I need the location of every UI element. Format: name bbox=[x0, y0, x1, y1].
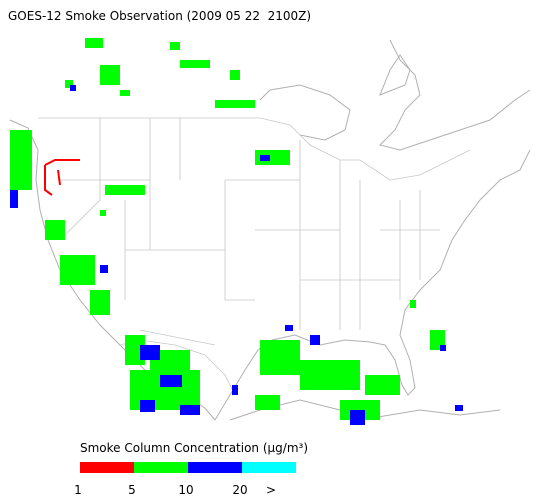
coastline bbox=[259, 84, 351, 141]
border bbox=[38, 117, 471, 181]
smoke-outline bbox=[44, 159, 80, 196]
coastline bbox=[379, 54, 411, 96]
color-bin bbox=[134, 462, 188, 473]
bin-label: 1 bbox=[74, 483, 82, 497]
border bbox=[59, 118, 440, 346]
legend: 1 5 10 20 > bbox=[74, 462, 296, 497]
legend-label: Smoke Column Concentration (µg/m³) bbox=[80, 441, 308, 455]
bin-label: 20 bbox=[232, 483, 247, 497]
overflow-label: > bbox=[266, 483, 276, 497]
smoke bbox=[10, 38, 463, 425]
color-bin bbox=[188, 462, 242, 473]
bin-label: 5 bbox=[128, 483, 136, 497]
color-bin bbox=[80, 462, 134, 473]
title: GOES-12 Smoke Observation (2009 05 22 21… bbox=[8, 9, 311, 23]
coastline bbox=[379, 39, 531, 151]
color-bin bbox=[242, 462, 296, 473]
bin-label: 10 bbox=[178, 483, 193, 497]
